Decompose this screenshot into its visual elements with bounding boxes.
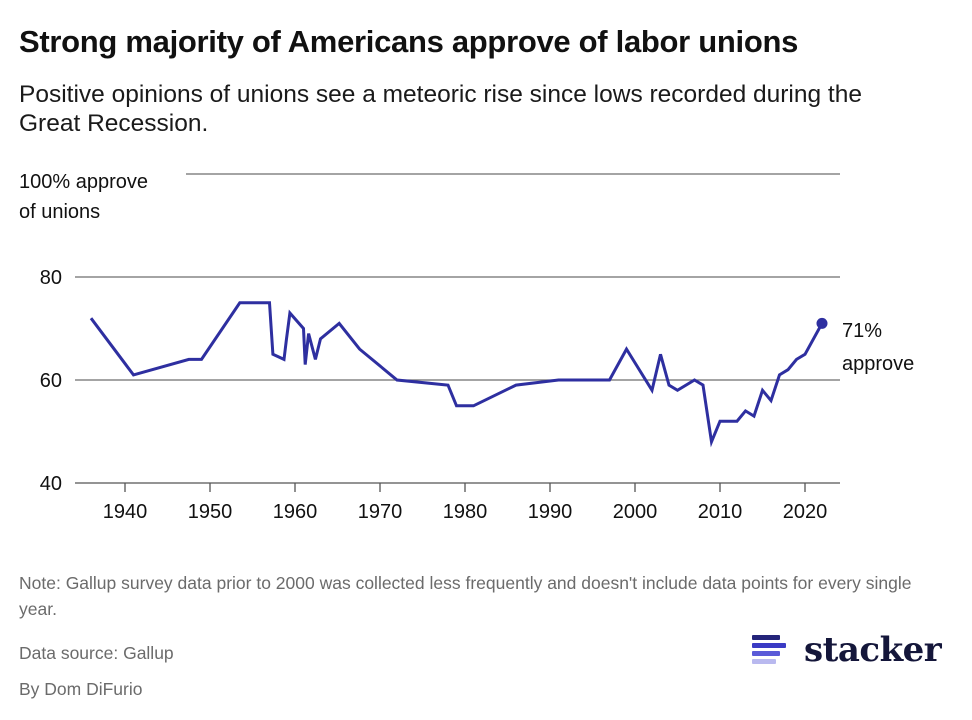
- y-tick-label: 40: [40, 473, 62, 495]
- y-axis: 40 60 80: [40, 267, 62, 495]
- end-point-marker: [816, 317, 828, 329]
- x-tick-label: 1950: [188, 501, 233, 523]
- chart-title: Strong majority of Americans approve of …: [19, 24, 799, 59]
- x-axis: 1940 1950 1960 1970 1980 1990 2000 2010 2020: [103, 483, 828, 523]
- x-tick-label: 1980: [443, 501, 488, 523]
- x-tick-label: 1960: [273, 501, 318, 523]
- gridlines: [75, 173, 840, 484]
- series-layer: [89, 301, 828, 448]
- logo-bar: [752, 635, 780, 640]
- annotation-layer: 71% approve: [842, 320, 914, 375]
- y-tick-label: 60: [40, 370, 62, 392]
- logo-bar: [752, 659, 776, 664]
- stacker-logo-text: stacker: [804, 630, 942, 670]
- stacker-logo: stacker: [752, 630, 942, 670]
- byline: By Dom DiFurio: [19, 679, 143, 699]
- x-tick-label: 1940: [103, 501, 148, 523]
- y-axis-top-label-line2: of unions: [19, 201, 100, 223]
- chart-subtitle: Positive opinions of unions see a meteor…: [19, 81, 862, 137]
- logo-bar: [752, 643, 786, 648]
- logo-bar: [752, 651, 780, 656]
- data-source: Data source: Gallup: [19, 643, 174, 663]
- footnote: Note: Gallup survey data prior to 2000 w…: [19, 573, 912, 619]
- x-tick-label: 2000: [613, 501, 658, 523]
- end-annotation-line2: approve: [842, 353, 914, 375]
- x-tick-label: 2010: [698, 501, 743, 523]
- stacker-logo-icon: [752, 633, 792, 667]
- y-axis-top-label-line1: 100% approve: [19, 171, 148, 193]
- x-tick-label: 2020: [783, 501, 828, 523]
- y-tick-label: 80: [40, 267, 62, 289]
- series-line: [89, 301, 824, 448]
- x-tick-label: 1990: [528, 501, 573, 523]
- x-tick-label: 1970: [358, 501, 403, 523]
- end-annotation-line1: 71%: [842, 320, 882, 342]
